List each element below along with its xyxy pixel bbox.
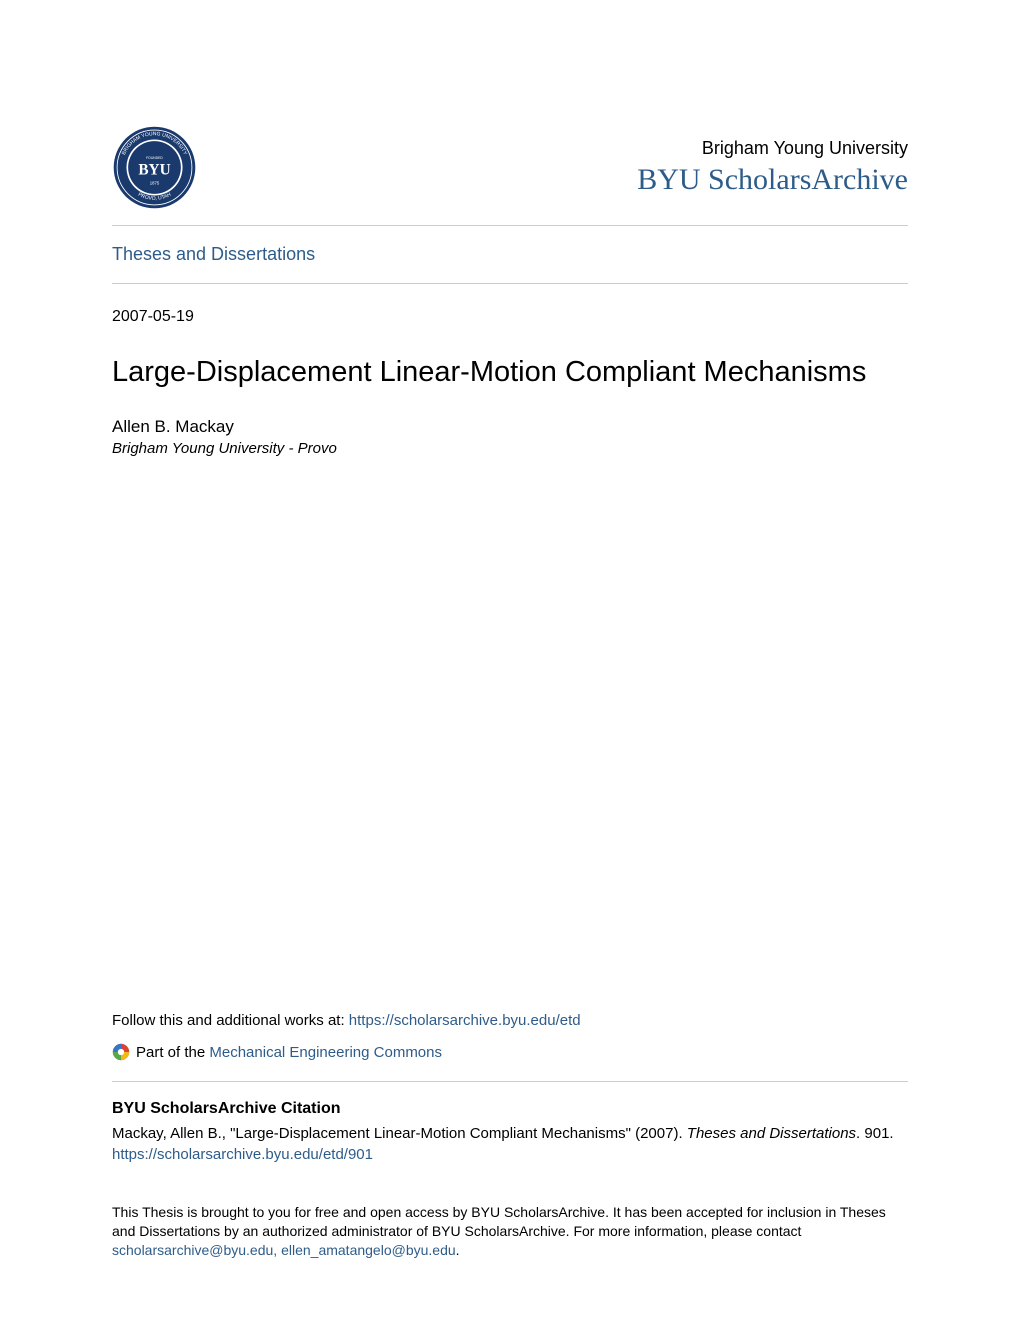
network-icon xyxy=(112,1043,130,1061)
header-text-block: Brigham Young University BYU ScholarsArc… xyxy=(637,138,908,197)
commons-link[interactable]: Mechanical Engineering Commons xyxy=(209,1044,442,1061)
part-of-prefix: Part of the xyxy=(136,1044,209,1061)
author-affiliation: Brigham Young University - Provo xyxy=(112,440,908,457)
bottom-section: Follow this and additional works at: htt… xyxy=(112,1012,908,1260)
byu-seal-icon: BYU BRIGHAM YOUNG UNIVERSITY PROVO, UTAH… xyxy=(112,125,197,210)
citation-series: Theses and Dissertations xyxy=(687,1125,856,1142)
svg-text:1875: 1875 xyxy=(150,181,160,186)
citation-body: Mackay, Allen B., "Large-Displacement Li… xyxy=(112,1124,908,1144)
author-name: Allen B. Mackay xyxy=(112,417,908,437)
svg-text:FOUNDED: FOUNDED xyxy=(146,156,163,160)
footer-text-2: . xyxy=(456,1242,460,1258)
footer-text: This Thesis is brought to you for free a… xyxy=(112,1203,908,1260)
breadcrumb-section: Theses and Dissertations xyxy=(112,226,908,283)
divider-citation xyxy=(112,1081,908,1082)
citation-heading: BYU ScholarsArchive Citation xyxy=(112,1100,908,1118)
footer-text-1: This Thesis is brought to you for free a… xyxy=(112,1204,886,1239)
archive-name[interactable]: BYU ScholarsArchive xyxy=(637,163,908,197)
part-of-row: Part of the Mechanical Engineering Commo… xyxy=(112,1043,908,1061)
follow-text-row: Follow this and additional works at: htt… xyxy=(112,1012,908,1029)
publication-date: 2007-05-19 xyxy=(112,308,908,326)
header-row: BYU BRIGHAM YOUNG UNIVERSITY PROVO, UTAH… xyxy=(112,125,908,210)
citation-text-2: . 901. xyxy=(856,1125,894,1142)
follow-prefix: Follow this and additional works at: xyxy=(112,1012,349,1029)
part-of-text: Part of the Mechanical Engineering Commo… xyxy=(136,1044,442,1061)
svg-text:BYU: BYU xyxy=(138,161,170,178)
citation-text-1: Mackay, Allen B., "Large-Displacement Li… xyxy=(112,1125,687,1142)
university-name: Brigham Young University xyxy=(637,138,908,159)
breadcrumb-link[interactable]: Theses and Dissertations xyxy=(112,244,315,264)
divider-breadcrumb xyxy=(112,283,908,284)
follow-link[interactable]: https://scholarsarchive.byu.edu/etd xyxy=(349,1012,581,1029)
paper-title: Large-Displacement Linear-Motion Complia… xyxy=(112,356,908,389)
citation-link[interactable]: https://scholarsarchive.byu.edu/etd/901 xyxy=(112,1146,908,1163)
contact-email-link[interactable]: scholarsarchive@byu.edu, ellen_amatangel… xyxy=(112,1242,456,1258)
byu-logo: BYU BRIGHAM YOUNG UNIVERSITY PROVO, UTAH… xyxy=(112,125,197,210)
